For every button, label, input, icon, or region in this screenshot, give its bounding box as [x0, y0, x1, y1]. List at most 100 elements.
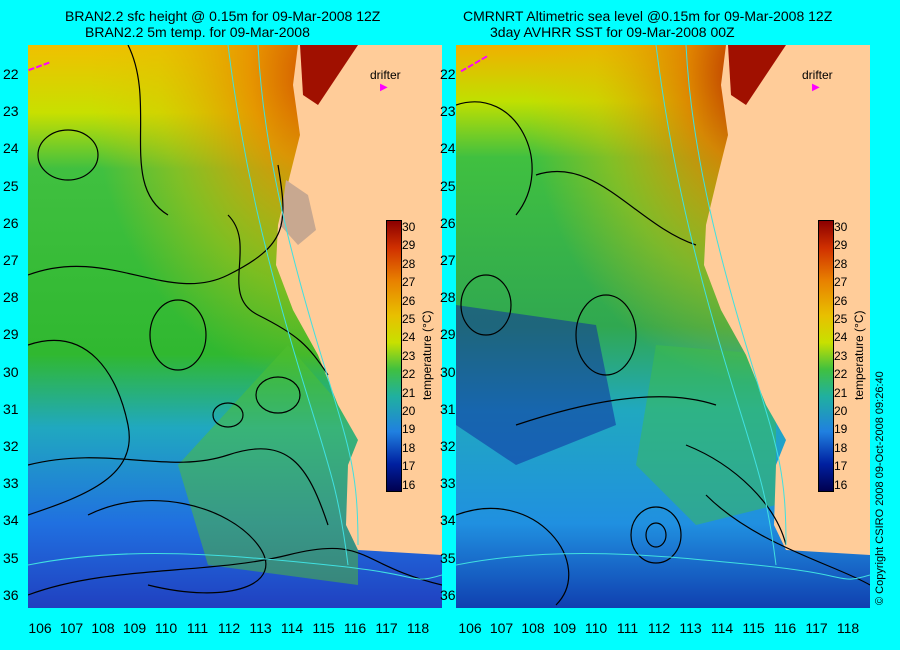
colorbar-tick-label: 17 — [402, 459, 416, 474]
lat-label: 27 — [440, 252, 456, 268]
colorbar-tick-label: 22 — [834, 367, 848, 382]
lon-label: 108 — [521, 620, 545, 636]
lat-label: 25 — [440, 177, 456, 194]
lat-label: 32 — [3, 438, 19, 454]
colorbar-tick-label: 23 — [402, 348, 416, 363]
lat-label: 22 — [3, 66, 19, 82]
lon-label: 118 — [406, 620, 430, 636]
lat-label: 23 — [440, 103, 456, 120]
lat-label: 34 — [440, 512, 456, 529]
colorbar-tick-label: 28 — [402, 256, 416, 271]
right-title-line1: CMRNRT Altimetric sea level @0.15m for 0… — [463, 8, 833, 24]
lon-label: 108 — [91, 620, 115, 636]
lon-label: 109 — [552, 620, 577, 636]
colorbar-tick-label: 19 — [834, 422, 848, 437]
lon-label: 109 — [122, 620, 147, 636]
left-title-line1: BRAN2.2 sfc height @ 0.15m for 09-Mar-20… — [65, 8, 381, 24]
colorbar-tick-label: 29 — [834, 238, 848, 253]
right-colorbar — [818, 220, 834, 492]
lon-label: 114 — [710, 620, 734, 636]
colorbar-tick-label: 24 — [402, 330, 416, 345]
lon-label: 110 — [154, 620, 178, 636]
colorbar-tick-label: 16 — [402, 477, 416, 492]
lon-label: 107 — [489, 620, 514, 636]
lon-label: 117 — [375, 620, 398, 636]
colorbar-tick-label: 25 — [402, 312, 416, 326]
colorbar-tick-label: 16 — [834, 477, 848, 492]
lat-label: 25 — [3, 177, 19, 194]
left-title-line2: BRAN2.2 5m temp. for 09-Mar-2008 — [85, 24, 310, 40]
lat-label: 27 — [3, 252, 19, 268]
lat-label: 28 — [3, 289, 19, 306]
lon-label: 107 — [59, 620, 84, 636]
lon-label: 117 — [805, 620, 828, 636]
lat-label: 24 — [3, 140, 19, 157]
lon-label: 111 — [186, 620, 209, 636]
lat-label: 30 — [440, 363, 456, 380]
lon-label: 112 — [647, 620, 671, 636]
left-colorbar — [386, 220, 402, 492]
copyright-text: © Copyright CSIRO 2008 09-Oct-2008 09:26… — [874, 371, 886, 605]
lon-label: 113 — [249, 620, 272, 636]
lon-label: 115 — [742, 620, 765, 636]
colorbar-tick-label: 26 — [402, 293, 416, 308]
colorbar-tick-label: 18 — [402, 440, 416, 455]
colorbar-tick-label: 27 — [402, 275, 416, 290]
colorbar-tick-label: 18 — [834, 440, 848, 455]
colorbar-tick-label: 30 — [834, 220, 848, 234]
lon-label: 116 — [343, 620, 367, 636]
colorbar-tick-label: 29 — [402, 238, 416, 253]
left-sst-map — [28, 45, 442, 608]
lat-label: 23 — [3, 103, 19, 120]
lat-label: 28 — [440, 289, 456, 306]
lon-label: 118 — [836, 620, 860, 636]
drifter-label-right: drifter — [802, 68, 833, 82]
lat-label: 24 — [440, 140, 456, 157]
lat-label: 29 — [3, 326, 19, 343]
lat-label: 33 — [3, 475, 19, 492]
lat-label: 34 — [3, 512, 19, 529]
lon-label: 112 — [217, 620, 241, 636]
lon-label: 110 — [584, 620, 608, 636]
lat-label: 30 — [3, 363, 19, 380]
lat-label: 26 — [440, 214, 456, 231]
colorbar-tick-label: 22 — [402, 367, 416, 382]
lat-label: 26 — [3, 214, 19, 231]
drifter-arrow-right: ▶ — [812, 82, 820, 93]
right-colorbar-title: temperature (°C) — [852, 310, 866, 401]
right-title-line2: 3day AVHRR SST for 09-Mar-2008 00Z — [490, 24, 735, 40]
colorbar-tick-label: 20 — [834, 404, 848, 418]
lat-label: 31 — [440, 400, 456, 417]
drifter-arrow-left: ▶ — [380, 82, 388, 93]
right-sst-map — [456, 45, 870, 608]
lat-label: 36 — [3, 586, 19, 603]
drifter-label-left: drifter — [370, 68, 401, 82]
lat-label: 22 — [440, 66, 456, 82]
colorbar-tick-label: 28 — [834, 256, 848, 271]
colorbar-tick-label: 23 — [834, 348, 848, 363]
colorbar-tick-label: 21 — [402, 385, 416, 400]
colorbar-tick-label: 30 — [402, 220, 416, 234]
colorbar-tick-label: 20 — [402, 404, 416, 418]
colorbar-tick-label: 27 — [834, 275, 848, 290]
lon-label: 111 — [616, 620, 639, 636]
colorbar-tick-label: 24 — [834, 330, 848, 345]
lon-label: 106 — [458, 620, 482, 636]
colorbar-tick-label: 17 — [834, 459, 848, 474]
lat-label: 35 — [440, 549, 456, 566]
lon-label: 114 — [280, 620, 304, 636]
lon-label: 116 — [773, 620, 797, 636]
lat-label: 35 — [3, 549, 19, 566]
lat-label: 32 — [440, 438, 456, 454]
left-colorbar-title: temperature (°C) — [420, 310, 434, 401]
lon-label: 106 — [28, 620, 52, 636]
lat-label: 33 — [440, 475, 456, 492]
lon-label: 115 — [312, 620, 335, 636]
colorbar-tick-label: 19 — [402, 422, 416, 437]
lat-label: 29 — [440, 326, 456, 343]
colorbar-tick-label: 21 — [834, 385, 848, 400]
colorbar-tick-label: 26 — [834, 293, 848, 308]
lat-label: 31 — [3, 400, 19, 417]
lon-label: 113 — [679, 620, 702, 636]
colorbar-tick-label: 25 — [834, 312, 848, 326]
